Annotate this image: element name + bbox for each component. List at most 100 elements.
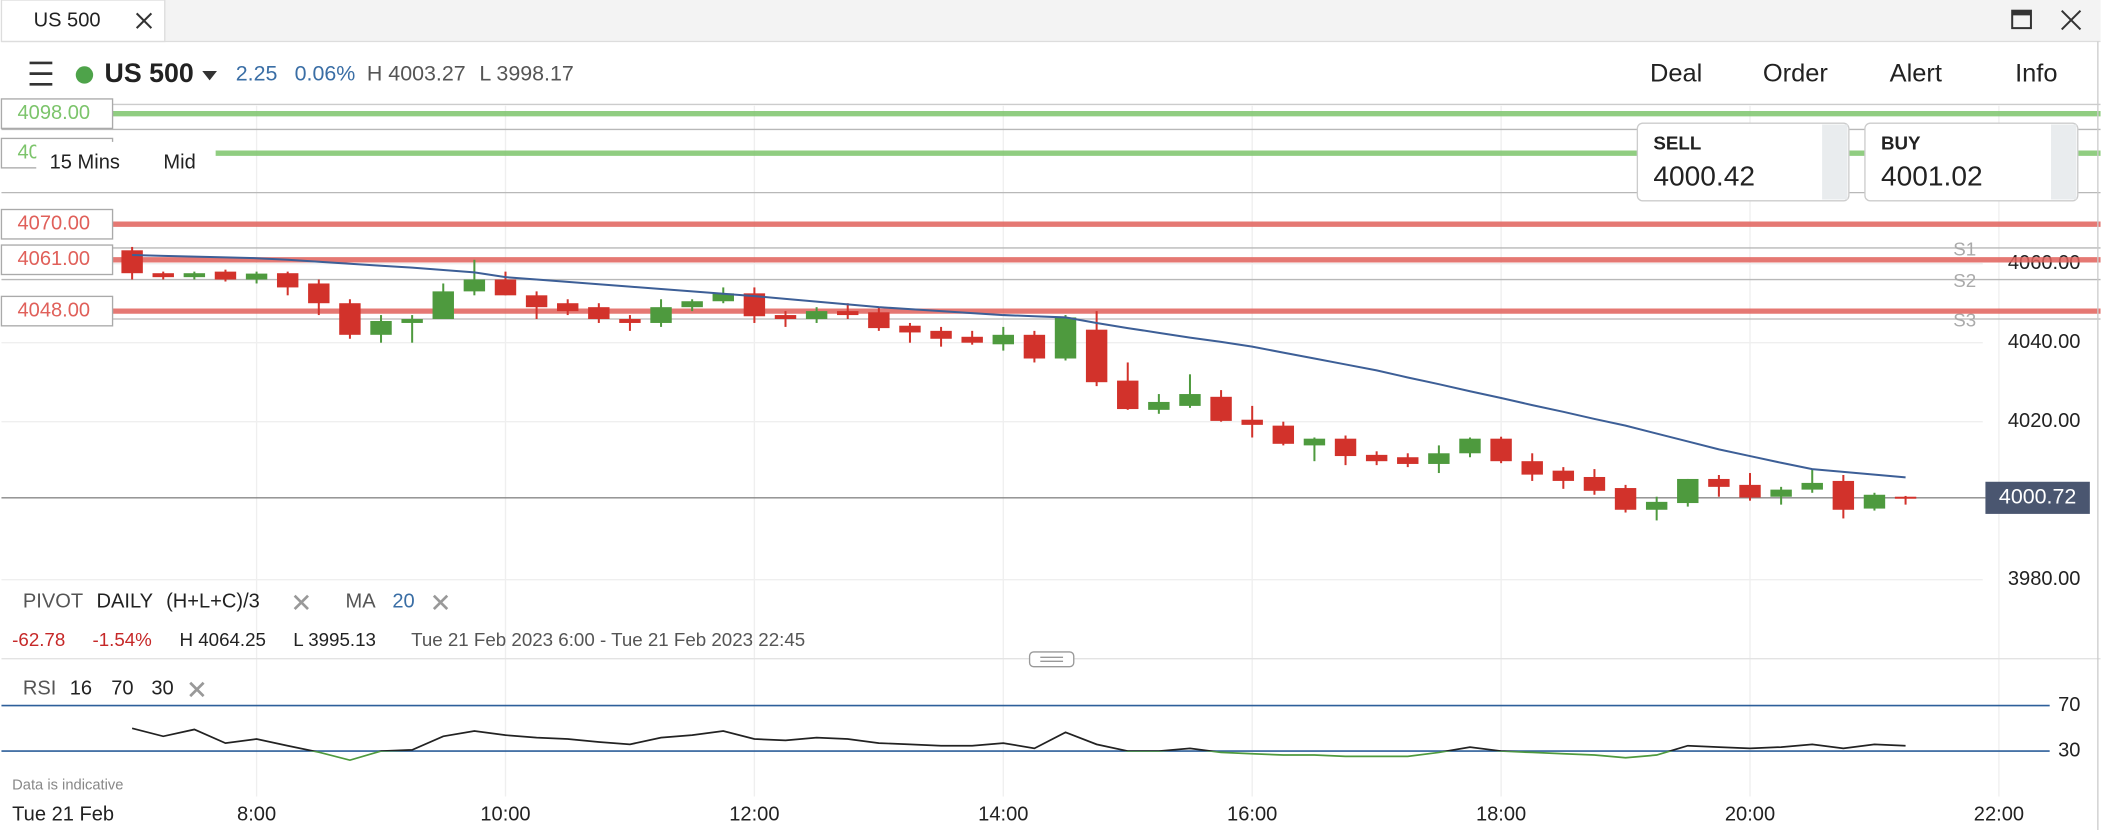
candle-body <box>1614 488 1637 510</box>
candle-body <box>1677 478 1699 504</box>
candle-body <box>1054 317 1077 359</box>
instrument-dropdown[interactable] <box>202 70 217 81</box>
candle-body <box>837 311 859 316</box>
candle-body <box>1241 419 1263 425</box>
candle-body <box>1894 496 1917 499</box>
market-status <box>75 66 94 84</box>
price-level-box <box>0 98 114 130</box>
interval-box <box>36 141 216 185</box>
candle-body <box>1583 476 1606 491</box>
rsi-name: RSI <box>23 678 56 700</box>
candle-body <box>1365 454 1388 462</box>
last-price-label: 4000.72 <box>1999 484 2076 508</box>
candle-body <box>1303 438 1326 446</box>
pivot-label: S3 <box>1953 310 1976 331</box>
candle-body <box>1459 438 1481 454</box>
candle-body <box>1645 501 1668 510</box>
candle-body <box>743 293 766 317</box>
candle-body <box>1397 457 1419 464</box>
pivot-label: S1 <box>1953 239 1976 260</box>
price-level-box <box>0 208 114 240</box>
indicator-param: DAILY <box>97 591 154 613</box>
candle-body <box>432 291 454 320</box>
rsi-tick-label: 30 <box>2058 739 2080 761</box>
candle-body <box>557 303 579 312</box>
candle-body <box>868 312 890 329</box>
summary-range: Tue 21 Feb 2023 6:00 - Tue 21 Feb 2023 2… <box>411 629 805 650</box>
candle-body <box>401 319 423 323</box>
candle-body <box>899 325 921 333</box>
summary-change: -62.78 <box>12 629 65 650</box>
remove-indicator[interactable] <box>189 681 205 698</box>
menu-item[interactable]: Alert <box>1890 60 1942 88</box>
indicator-param: (H+L+C)/3 <box>166 591 260 613</box>
candle-body <box>1552 470 1575 481</box>
price-level-label: 4098.00 <box>18 102 91 124</box>
sell-strip <box>1822 124 1848 200</box>
chart-overlay: 15 Mins Mid SELL 4000.42 BUY 4001.02 PIV… <box>1 41 2101 830</box>
rsi-line-oversold <box>309 751 1673 762</box>
y-tick-label: 4040.00 <box>2008 331 2081 353</box>
buy-button[interactable] <box>1864 122 2079 202</box>
candle-body <box>183 273 206 278</box>
candle-body <box>121 250 143 274</box>
menu-item[interactable]: Info <box>2015 60 2057 88</box>
candle-body <box>1863 494 1886 509</box>
candle-body <box>152 273 174 278</box>
remove-indicator[interactable] <box>293 594 309 611</box>
candle-body <box>930 330 952 339</box>
price-level-label: 4061.00 <box>18 248 91 270</box>
resize-handle[interactable] <box>1028 651 1075 668</box>
candle-body <box>619 319 641 323</box>
tab-title: US 500 <box>34 10 101 32</box>
price-level-box <box>0 244 114 276</box>
interval[interactable]: 15 Mins <box>50 152 120 174</box>
maximize-button[interactable] <box>2011 9 2032 30</box>
y-tick-label: 4060.00 <box>2008 252 2081 274</box>
candle-body <box>1179 394 1201 406</box>
menu-item[interactable]: Deal <box>1650 60 1702 88</box>
price-level-label: 40 <box>18 141 40 163</box>
candle-body <box>1117 380 1139 410</box>
rsi-line <box>131 727 1906 752</box>
candle-body <box>339 303 361 335</box>
price-level-box <box>0 295 114 327</box>
candle-body <box>712 293 734 302</box>
sell-button[interactable] <box>1636 122 1850 202</box>
buy-strip <box>2051 124 2077 200</box>
candle-body <box>1832 480 1855 510</box>
menu-item[interactable]: Order <box>1763 60 1829 88</box>
menu-button[interactable] <box>29 61 53 86</box>
candle-body <box>681 301 703 308</box>
price-type[interactable]: Mid <box>163 152 195 174</box>
sell-label: SELL <box>1653 133 1701 154</box>
day-low: L 3998.17 <box>479 62 573 86</box>
tab-close[interactable] <box>135 12 153 29</box>
change-percent: 0.06% <box>295 62 356 86</box>
x-tick-label: 18:00 <box>1476 804 1526 826</box>
candle-body <box>588 307 610 320</box>
candle-body <box>1210 396 1232 421</box>
indicator-param: 20 <box>392 591 414 613</box>
indicator-name: MA <box>346 591 377 613</box>
tab[interactable] <box>0 0 166 43</box>
instrument-name[interactable]: US 500 <box>105 58 194 88</box>
remove-indicator[interactable] <box>432 594 449 611</box>
candle-body <box>1428 453 1450 464</box>
summary-high: H 4064.25 <box>180 629 266 650</box>
candle-body <box>1521 461 1543 475</box>
candle-body <box>1023 334 1046 359</box>
candle-body <box>525 295 548 308</box>
x-tick-label: 14:00 <box>978 804 1028 826</box>
candle-body <box>992 334 1015 345</box>
buy-label: BUY <box>1881 133 1921 154</box>
window-close[interactable] <box>2061 9 2082 31</box>
candle-body <box>650 307 672 323</box>
candle-body <box>214 271 237 280</box>
candle-body <box>774 315 797 320</box>
rsi-tick-label: 70 <box>2058 694 2080 716</box>
date-label: Tue 21 Feb <box>12 804 114 826</box>
candle-body <box>276 273 299 288</box>
price-level-label: 4048.00 <box>18 299 91 321</box>
